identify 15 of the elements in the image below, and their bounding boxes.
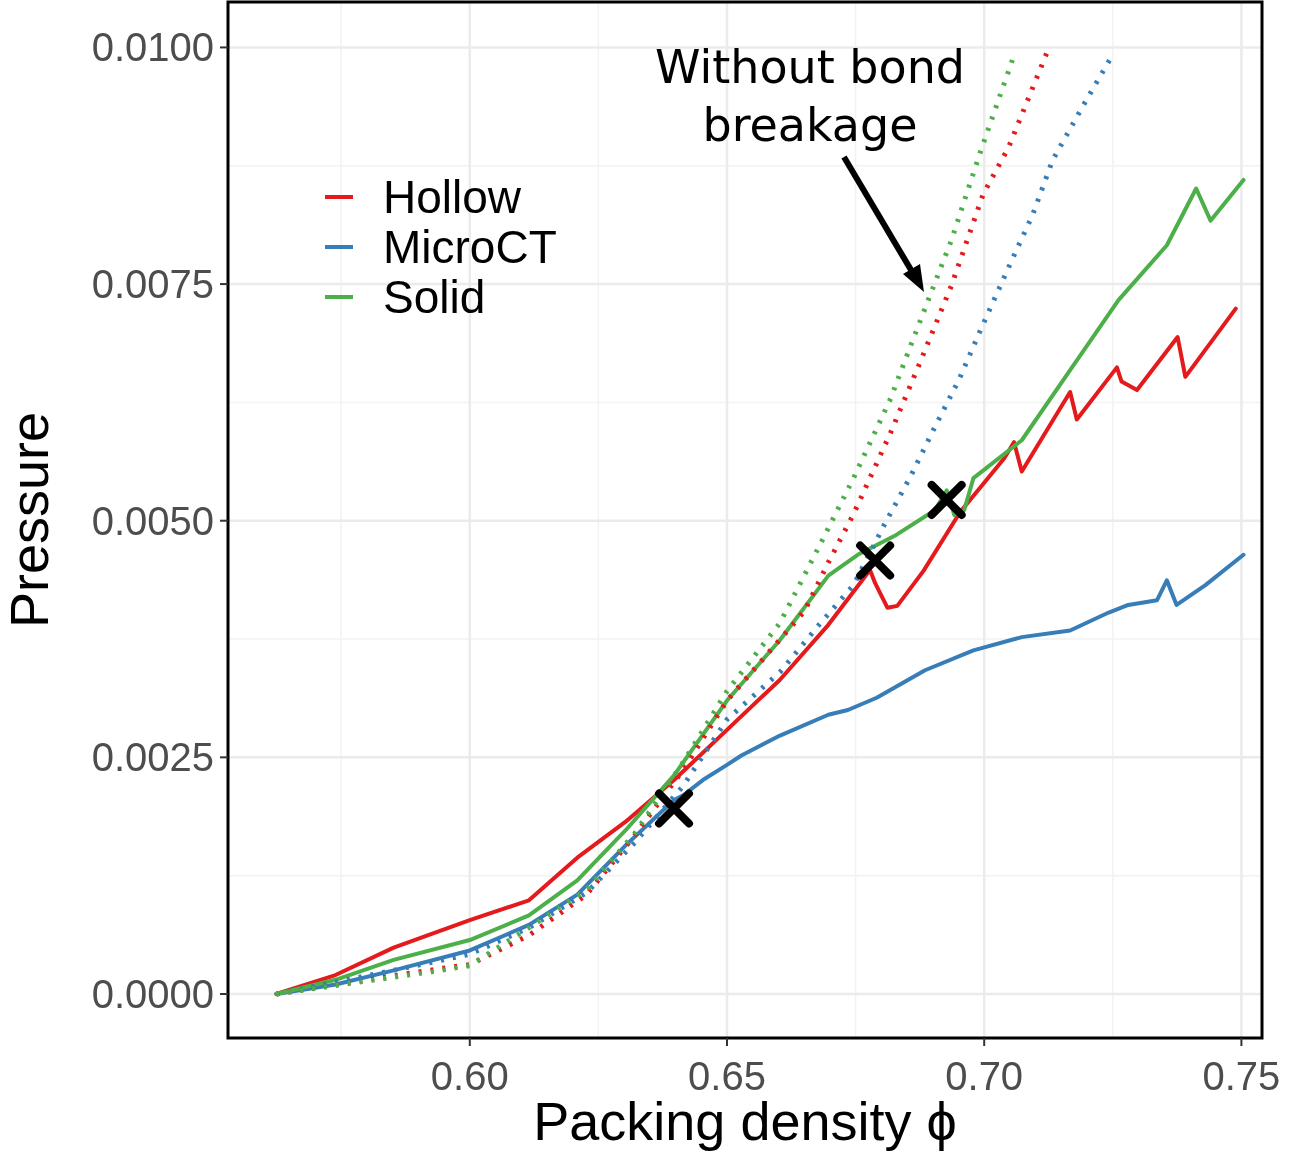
x-tick-label: 0.60 <box>430 1054 509 1098</box>
x-tick-label: 0.75 <box>1202 1054 1281 1098</box>
point <box>655 789 694 828</box>
point <box>927 480 966 519</box>
point <box>856 541 895 580</box>
y-tick-label: 0.0100 <box>91 25 214 70</box>
legend-label: Solid <box>383 271 486 324</box>
y-tick-label: 0.0025 <box>91 735 214 780</box>
legend-label: Hollow <box>383 171 522 224</box>
legend-label: MicroCT <box>383 221 557 274</box>
y-tick-label: 0.0000 <box>91 971 214 1016</box>
y-tick-label: 0.0075 <box>91 262 214 307</box>
y-tick-label: 0.0050 <box>91 498 214 543</box>
y-axis-title: Pressure <box>0 411 59 629</box>
annotation: Without bond breakage <box>654 40 966 153</box>
